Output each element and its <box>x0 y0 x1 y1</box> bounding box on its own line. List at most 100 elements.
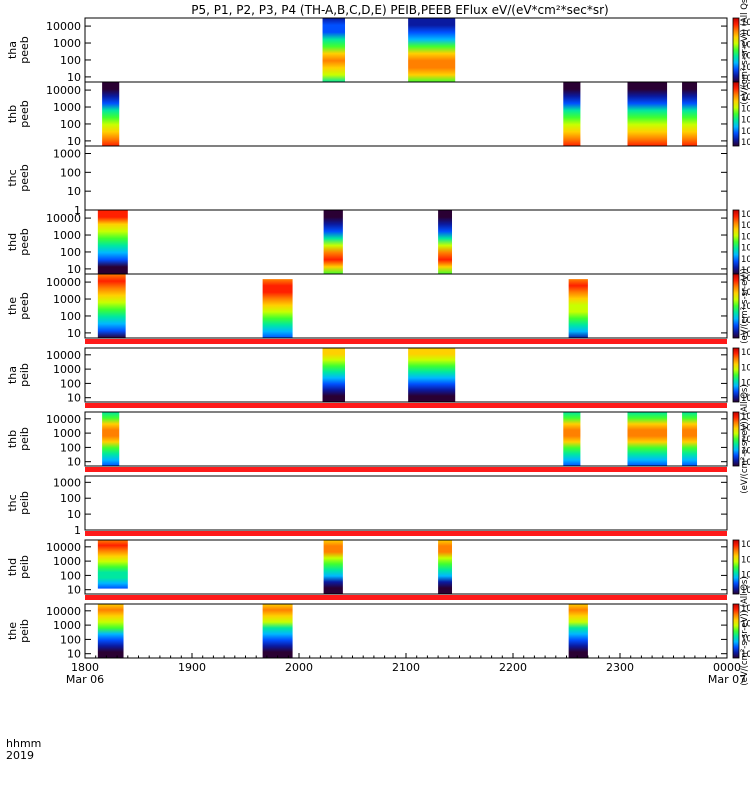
x-corner-label-hhmm: hhmm <box>6 737 41 750</box>
colorbar-tick-label: 10⁴ <box>741 635 750 645</box>
spectrogram-interval <box>102 412 120 466</box>
y-tick-label: 1000 <box>53 147 81 160</box>
colorbar-tick-label: 10⁵ <box>741 244 750 254</box>
y-tick-label: 10 <box>67 392 81 405</box>
colorbar-tick-label: 10³ <box>741 394 750 404</box>
colorbar-tick-label: 10⁷ <box>741 221 750 231</box>
colorbar-title: (eV/(cm²-s-sr-eV)) <box>740 268 750 344</box>
x-tick-label: 0000 <box>713 661 741 674</box>
y-tick-label: 10000 <box>46 20 81 33</box>
y-tick-label: 1000 <box>53 427 81 440</box>
spectrogram-interval <box>322 18 346 82</box>
y-tick-label: 10000 <box>46 349 81 362</box>
colorbar <box>732 209 740 275</box>
colorbar-tick-label: 10⁶ <box>741 232 750 242</box>
colorbar-title: (eV/(cm²-s-sr-eV)) (All Qs) <box>740 576 750 685</box>
y-tick-label: 100 <box>60 377 81 390</box>
spectrogram-interval <box>682 412 698 466</box>
spectrogram-interval <box>568 604 588 658</box>
spectrogram-interval <box>627 412 668 466</box>
spectrogram-interval <box>563 412 581 466</box>
quality-flag-bar <box>85 339 727 344</box>
y-tick-label: 100 <box>60 54 81 67</box>
y-axis-label: peib <box>18 491 31 515</box>
x-tick-label: 1800 <box>71 661 99 674</box>
y-tick-label: 1000 <box>53 363 81 376</box>
y-tick-label: 10000 <box>46 84 81 97</box>
panel-frame <box>84 347 728 403</box>
spectrogram-interval <box>97 210 128 274</box>
y-tick-label: 1000 <box>53 476 81 489</box>
colorbar-tick-label: 10⁶ <box>741 604 750 614</box>
x-tick-label: 2300 <box>606 661 634 674</box>
y-tick-label: 10 <box>67 263 81 276</box>
colorbar-tick-label: 10⁷ <box>741 274 750 284</box>
quality-flag-bar <box>85 531 727 536</box>
colorbar-tick-label: 10⁴ <box>741 316 750 326</box>
y-tick-label: 10000 <box>46 541 81 554</box>
y-tick-label: 1 <box>74 524 81 537</box>
spectrogram-interval <box>102 82 120 146</box>
y-axis-label: the <box>6 622 19 640</box>
y-tick-label: 1000 <box>53 555 81 568</box>
colorbar-tick-label: 10⁵ <box>741 52 750 62</box>
spectrogram-interval <box>438 210 453 274</box>
colorbar-tick-label: 10⁶ <box>741 288 750 298</box>
panel-tha-peeb: 10100100010000thapeeb10³10⁴10⁵10⁶10⁷10⁸(… <box>6 0 750 105</box>
colorbar-tick-label: 10⁷ <box>741 29 750 39</box>
spectrogram-interval <box>682 82 698 146</box>
y-tick-label: 100 <box>60 633 81 646</box>
colorbar-tick-label: 10⁸ <box>741 18 750 28</box>
y-tick-label: 1000 <box>53 101 81 114</box>
colorbar-tick-label: 10⁴ <box>741 255 750 265</box>
y-tick-label: 100 <box>60 166 81 179</box>
x-tick-date-label: Mar 06 <box>66 673 104 686</box>
spectrogram-interval <box>323 210 343 274</box>
colorbar-tick-label: 10⁷ <box>741 93 750 103</box>
y-axis-label: thd <box>6 558 19 576</box>
y-tick-label: 100 <box>60 310 81 323</box>
colorbar-tick-label: 10⁵ <box>741 302 750 312</box>
y-axis-label: peib <box>18 363 31 387</box>
colorbar-tick-label: 10³ <box>741 586 750 596</box>
colorbar-tick-label: 10³ <box>741 138 750 148</box>
y-tick-label: 1000 <box>53 229 81 242</box>
y-axis-label: peib <box>18 619 31 643</box>
y-tick-label: 10 <box>67 327 81 340</box>
colorbar <box>732 539 740 595</box>
spectrogram-interval <box>97 274 126 338</box>
y-tick-label: 10000 <box>46 413 81 426</box>
quality-flag-bar <box>85 467 727 472</box>
y-tick-label: 10 <box>67 584 81 597</box>
colorbar-tick-label: 10³ <box>741 74 750 84</box>
y-axis-label: thd <box>6 233 19 251</box>
y-tick-label: 100 <box>60 246 81 259</box>
colorbar-tick-label: 10⁵ <box>741 619 750 629</box>
colorbar <box>732 17 740 83</box>
y-tick-label: 1000 <box>53 293 81 306</box>
panel-thb-peib: 10100100010000thbpeib10³10⁴10⁵10⁶10⁷(eV/… <box>6 384 750 493</box>
quality-flag-bar <box>85 403 727 408</box>
y-tick-label: 10 <box>67 508 81 521</box>
colorbar-tick-label: 10³ <box>741 266 750 276</box>
spectrogram-interval <box>323 540 343 594</box>
spectrogram-interval <box>262 604 293 658</box>
y-tick-label: 100 <box>60 492 81 505</box>
y-axis-label: peib <box>18 427 31 451</box>
x-tick-label: 1900 <box>178 661 206 674</box>
panel-frame <box>84 209 728 275</box>
panel-frame <box>84 17 728 83</box>
colorbar-tick-label: 10⁴ <box>741 379 750 389</box>
y-axis-label: peib <box>18 555 31 579</box>
chart-title: P5, P1, P2, P3, P4 (TH-A,B,C,D,E) PEIB,P… <box>191 3 608 17</box>
spectrogram-interval <box>97 604 124 658</box>
panels-group: 10100100010000thapeeb10³10⁴10⁵10⁶10⁷10⁸(… <box>6 0 750 686</box>
panel-frame <box>84 603 728 659</box>
x-tick-label: 2200 <box>499 661 527 674</box>
y-axis-label: thb <box>6 105 19 123</box>
panel-frame <box>84 475 728 531</box>
colorbar <box>732 411 740 467</box>
